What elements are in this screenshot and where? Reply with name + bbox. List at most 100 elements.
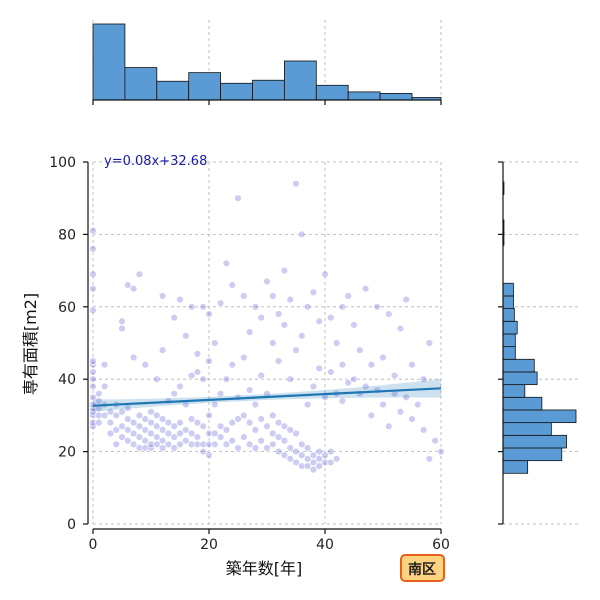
scatter-point (303, 303, 312, 311)
scatter-point (170, 313, 178, 322)
scatter-point (245, 440, 254, 449)
scatter-point (124, 281, 132, 289)
x-hist-bar (252, 79, 285, 101)
scatter-point (309, 458, 318, 467)
x-hist-bar (283, 60, 317, 101)
scatter-point (344, 379, 352, 387)
scatter-point (182, 426, 190, 434)
scatter-point (118, 324, 126, 333)
scatter-point (245, 418, 254, 427)
scatter-point (240, 292, 248, 300)
scatter-point (327, 368, 335, 376)
scatter-point (193, 418, 202, 427)
scatter-point (147, 440, 155, 449)
scatter-point (280, 451, 289, 459)
scatter-point (211, 339, 219, 347)
scatter-point (269, 440, 277, 449)
scatter-point (240, 353, 248, 362)
x-hist-bar (156, 80, 190, 101)
scatter-point (367, 411, 376, 420)
scatter-point (303, 462, 312, 470)
scatter-point (257, 415, 265, 423)
scatter-point (274, 447, 283, 456)
scatter-point (269, 339, 277, 347)
scatter-point (251, 400, 260, 409)
scatter-point (170, 422, 178, 430)
scatter-point (129, 353, 138, 362)
scatter-point (280, 422, 289, 430)
scatter-point (298, 230, 306, 239)
scatter-point (205, 440, 213, 449)
scatter-point (199, 447, 207, 456)
scatter-point (315, 462, 323, 470)
scatter-point (419, 375, 428, 383)
tick-labels: 0 20 40 60 0 20 40 60 80 100 (49, 155, 450, 553)
scatter-point (187, 415, 196, 423)
scatter-point (425, 339, 434, 347)
scatter-point (309, 466, 318, 474)
scatter-point (164, 418, 173, 427)
scatter-point (222, 440, 231, 449)
scatter-point (135, 422, 144, 430)
scatter-point (199, 422, 207, 430)
scatter-point (303, 444, 312, 452)
scatter-point (89, 306, 97, 315)
scatter-point (89, 418, 97, 427)
scatter-point (193, 433, 202, 441)
y-hist-bar (502, 422, 552, 436)
x-marginal-histogram (92, 20, 442, 105)
scatter-point (402, 393, 410, 401)
y-hist-bar (502, 282, 514, 297)
scatter-point (106, 408, 115, 416)
y-hist-bar (502, 333, 516, 348)
scatter-point (327, 447, 335, 456)
scatter-point (187, 440, 196, 449)
scatter-point (205, 451, 213, 459)
scatter-point (129, 429, 138, 438)
scatter-point (176, 382, 184, 391)
scatter-point (332, 455, 341, 463)
scatter-point (321, 451, 329, 459)
scatter-point (292, 346, 300, 354)
scatter-point (118, 422, 126, 430)
scatter-point (350, 321, 358, 329)
scatter-point (216, 389, 225, 398)
scatter-point (141, 426, 149, 434)
scatter-point (211, 440, 219, 449)
x-hist-bar (347, 91, 381, 101)
district-badge-box (400, 554, 445, 582)
scatter-point (147, 429, 155, 438)
scatter-point (170, 433, 178, 441)
scatter-point (344, 292, 352, 300)
scatter-point (205, 429, 213, 438)
scatter-point (147, 408, 155, 416)
scatter-point (141, 361, 149, 369)
x-hist-bar (220, 82, 253, 101)
scatter-point (222, 426, 231, 434)
scatter-point (112, 411, 120, 420)
scatter-point (338, 361, 347, 369)
scatter-point (95, 389, 103, 398)
x-tick-label: 20 (200, 537, 218, 553)
scatter-point (315, 455, 323, 463)
y-hist-bar (502, 320, 518, 335)
scatter-point (280, 437, 289, 445)
scatter-point (245, 386, 254, 394)
scatter-point (286, 295, 294, 304)
scatter-point (263, 422, 271, 430)
y-hist-bar (502, 409, 577, 424)
y-tick-label: 60 (58, 300, 76, 316)
scatter-point (327, 458, 335, 467)
x-hist-bar (188, 72, 221, 101)
scatter-point (89, 368, 97, 376)
scatter-point (338, 397, 347, 405)
scatter-point (350, 375, 358, 383)
y-tick-label: 80 (58, 227, 76, 243)
scatter-point (298, 451, 306, 459)
scatter-point (158, 426, 167, 434)
scatter-point (292, 429, 300, 438)
regression-fit-line (92, 387, 442, 407)
scatter-point (89, 393, 97, 401)
scatter-point (176, 440, 184, 449)
scatter-point (118, 408, 126, 416)
